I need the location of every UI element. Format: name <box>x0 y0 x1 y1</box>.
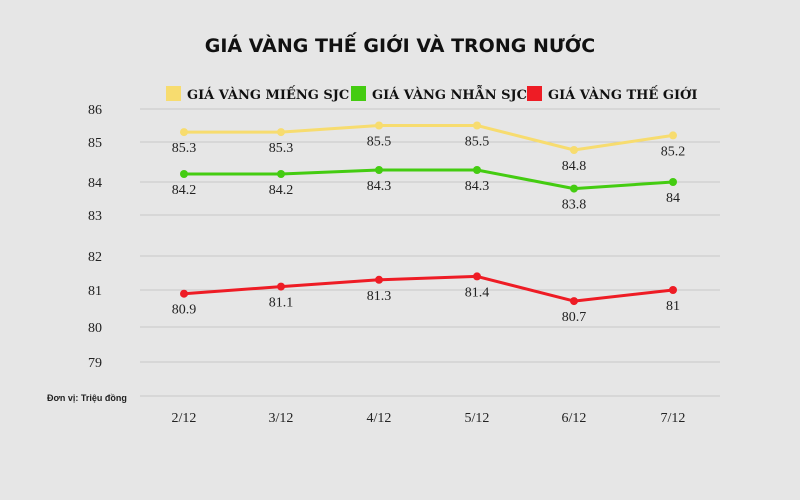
data-point <box>180 128 188 137</box>
y-tick-label: 82 <box>88 250 102 265</box>
data-label: 84.8 <box>562 159 587 174</box>
series-lines <box>180 121 677 306</box>
x-tick-label: 5/12 <box>465 411 490 426</box>
data-point <box>570 297 578 306</box>
y-tick-label: 84 <box>88 176 102 191</box>
gridlines <box>140 108 720 397</box>
y-tick-label: 80 <box>88 321 102 336</box>
data-point <box>473 272 481 281</box>
x-tick-label: 2/12 <box>172 411 197 426</box>
data-point <box>570 146 578 154</box>
data-point <box>375 121 383 130</box>
data-point <box>570 184 578 193</box>
x-tick-label: 3/12 <box>269 411 294 426</box>
data-label: 85.5 <box>367 135 392 150</box>
data-point <box>180 170 188 178</box>
data-label: 83.8 <box>562 198 587 213</box>
legend-swatch <box>166 86 181 101</box>
data-label: 81.3 <box>367 289 392 304</box>
data-point <box>277 282 285 291</box>
data-point <box>669 286 677 294</box>
x-tick-label: 7/12 <box>661 411 686 426</box>
series-line <box>183 274 674 303</box>
data-point <box>669 131 677 140</box>
data-point <box>473 166 481 174</box>
data-label: 84.3 <box>367 179 392 194</box>
legend-swatch <box>527 86 542 101</box>
series-line <box>184 168 674 191</box>
data-label: 81.1 <box>269 296 294 311</box>
data-label: 85.5 <box>465 135 490 150</box>
unit-note: Đơn vị: Triệu đồng <box>47 393 127 403</box>
data-point <box>375 166 383 174</box>
data-label: 81 <box>666 299 680 314</box>
data-label: 84.2 <box>172 183 197 198</box>
y-tick-label: 83 <box>88 209 102 224</box>
legend-label: GIÁ VÀNG MIẾNG SJC <box>187 85 349 103</box>
series-line <box>184 124 674 152</box>
data-point <box>277 128 285 137</box>
data-label: 84.2 <box>269 183 294 198</box>
y-tick-label: 81 <box>88 284 102 299</box>
data-point <box>473 121 481 130</box>
data-point <box>669 178 677 186</box>
y-tick-label: 79 <box>88 356 102 371</box>
legend: GIÁ VÀNG MIẾNG SJC GIÁ VÀNG NHẪN SJC GIÁ V… <box>166 85 697 103</box>
x-axis-ticks: 2/12 3/12 4/12 5/12 6/12 7/12 <box>172 411 686 426</box>
x-tick-label: 6/12 <box>562 411 587 426</box>
data-label: 80.9 <box>172 303 197 318</box>
data-label: 85.3 <box>269 141 294 156</box>
data-labels: 85.3 85.3 85.5 85.5 84.8 85.2 84.2 84.2 84.3 84.3… <box>172 135 686 326</box>
legend-label: GIÁ VÀNG THẾ GIỚI <box>548 85 697 103</box>
data-label: 84 <box>666 191 680 206</box>
legend-label: GIÁ VÀNG NHẪN SJC <box>372 85 527 103</box>
data-label: 85.2 <box>661 144 686 159</box>
legend-swatch <box>351 86 366 101</box>
data-label: 81.4 <box>465 285 490 300</box>
y-tick-label: 86 <box>88 103 102 118</box>
y-axis-ticks: 86 85 84 83 82 81 80 79 <box>88 103 102 371</box>
data-label: 84.3 <box>465 179 490 194</box>
y-tick-label: 85 <box>88 136 102 151</box>
data-point <box>277 170 285 178</box>
data-label: 80.7 <box>562 310 587 325</box>
data-point <box>375 275 383 284</box>
x-tick-label: 4/12 <box>367 411 392 426</box>
chart-title: GIÁ VÀNG THẾ GIỚI VÀ TRONG NƯỚC <box>205 31 596 57</box>
data-point <box>180 289 188 298</box>
data-label: 85.3 <box>172 141 197 156</box>
